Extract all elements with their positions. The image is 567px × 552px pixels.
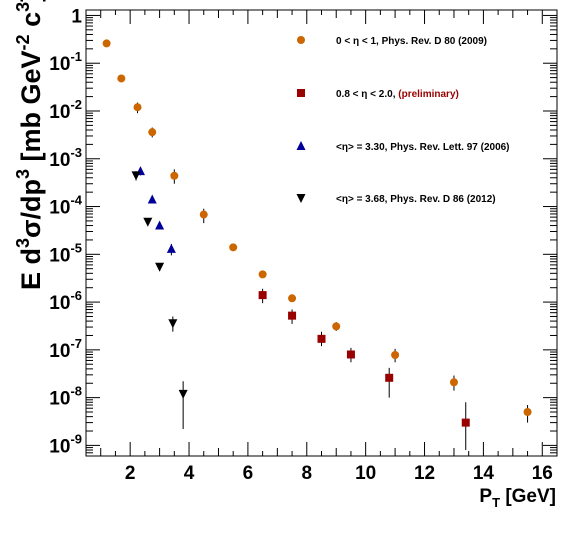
y-tick-base: 10 xyxy=(49,341,70,362)
data-point-square xyxy=(461,418,470,427)
y-tick-label: 10-1 xyxy=(49,49,82,75)
y-tick-label: 10-4 xyxy=(49,193,82,219)
y-axis-title-part5: ] xyxy=(16,0,46,2)
legend-label-main: 0 < η < 1, Phys. Rev. D 80 (2009) xyxy=(336,36,487,47)
legend: 0 < η < 1, Phys. Rev. D 80 (2009) 0.8 < η… xyxy=(296,36,510,205)
data-point-triangle-down xyxy=(168,319,178,329)
x-tick-label: 6 xyxy=(243,463,254,484)
data-point-square xyxy=(288,311,297,320)
y-tick-label: 1 xyxy=(71,6,82,27)
data-point-circle xyxy=(332,322,341,331)
y-tick-base: 10 xyxy=(49,54,70,75)
y-tick-base: 10 xyxy=(49,389,70,410)
data-point-circle xyxy=(117,74,126,83)
y-tick-base: 10 xyxy=(49,436,70,457)
legend-label-main: <η> = 3.68, Phys. Rev. D 86 (2012) xyxy=(336,194,496,205)
x-tick-label: 2 xyxy=(125,463,136,484)
data-point-circle xyxy=(102,39,111,48)
plot-frame xyxy=(85,9,558,457)
data-point-circle xyxy=(199,210,208,219)
data-point-circle xyxy=(133,103,142,112)
data-point-circle xyxy=(391,351,400,360)
legend-marker-circle xyxy=(297,36,305,44)
y-tick-exponent: -3 xyxy=(70,145,82,160)
y-tick-exponent: -4 xyxy=(70,193,82,208)
y-axis-title-sup2: 3 xyxy=(13,169,33,179)
x-axis-title-main: P xyxy=(479,486,492,507)
error-bars xyxy=(106,41,529,451)
data-point-circle xyxy=(449,378,458,387)
x-axis-title-unit: [GeV] xyxy=(505,486,556,507)
y-tick-exponent: -1 xyxy=(70,49,82,64)
data-point-circle xyxy=(258,270,267,279)
data-point-square xyxy=(385,373,394,382)
legend-marker-triangle-down xyxy=(296,194,306,203)
legend-marker-triangle-up xyxy=(296,141,306,150)
data-point-square xyxy=(317,334,326,343)
axis-ticks: 2 4 6 8 10 12 14 1610-910-810-710-610-510-410-3… xyxy=(49,6,558,484)
y-tick-label: 10-9 xyxy=(49,431,82,457)
x-tick-label: 10 xyxy=(355,463,376,484)
y-tick-label: 10-7 xyxy=(49,336,82,362)
data-point-circle xyxy=(229,243,238,252)
y-tick-base: 10 xyxy=(49,245,70,266)
y-axis-title-part1: E d xyxy=(16,248,46,290)
data-point-triangle-down xyxy=(131,171,141,181)
data-point-circle xyxy=(170,171,179,180)
legend-label: 0.8 < η < 2.0, (preliminary) xyxy=(336,89,459,100)
x-axis-title: PT [GeV] xyxy=(479,486,556,510)
y-tick-base: 10 xyxy=(49,293,70,314)
data-point-triangle-down xyxy=(178,389,188,399)
legend-marker-square xyxy=(297,89,305,97)
y-tick-base: 10 xyxy=(49,102,70,123)
y-tick-label: 10-2 xyxy=(49,97,82,123)
data-point-triangle-up xyxy=(147,194,157,204)
y-tick-label: 10-8 xyxy=(49,384,82,410)
legend-label-main: <η> = 3.30, Phys. Rev. Lett. 97 (2006) xyxy=(336,142,510,153)
y-tick-exponent: -6 xyxy=(70,288,82,303)
data-point-circle xyxy=(288,294,297,303)
data-point-triangle-up xyxy=(166,243,176,253)
data-point-circle xyxy=(523,408,532,417)
y-tick-label: 10-3 xyxy=(49,145,82,171)
x-tick-label: 8 xyxy=(301,463,312,484)
data-point-triangle-up xyxy=(155,220,165,230)
y-tick-label: 10-5 xyxy=(49,240,82,266)
y-axis-title-sup1: 3 xyxy=(13,238,33,248)
data-point-triangle-down xyxy=(143,217,153,227)
data-point-circle xyxy=(148,128,157,137)
x-tick-label: 14 xyxy=(473,463,495,484)
legend-label: 0 < η < 1, Phys. Rev. D 80 (2009) xyxy=(336,36,487,47)
data-point-triangle-down xyxy=(155,262,165,272)
y-axis-title-part4: c xyxy=(16,12,46,35)
y-axis-title: E d3σ/dp3 [mb GeV-2 c3] xyxy=(13,0,46,290)
y-axis-title-sup3: -2 xyxy=(13,34,33,50)
y-tick-exponent: -8 xyxy=(70,384,82,399)
legend-label-main: 0.8 < η < 2.0, xyxy=(336,89,398,100)
y-axis-title-part2: σ/dp xyxy=(16,179,46,238)
legend-label-note: (preliminary) xyxy=(398,89,459,100)
x-axis-title-sub: T xyxy=(492,495,500,510)
y-tick-exponent: -9 xyxy=(70,431,82,446)
y-tick-base: 1 xyxy=(71,6,82,27)
y-tick-base: 10 xyxy=(49,198,70,219)
x-tick-label: 16 xyxy=(532,463,553,484)
x-tick-label: 12 xyxy=(414,463,435,484)
data-markers xyxy=(102,39,532,427)
legend-label: <η> = 3.30, Phys. Rev. Lett. 97 (2006) xyxy=(336,142,510,153)
legend-label: <η> = 3.68, Phys. Rev. D 86 (2012) xyxy=(336,194,496,205)
y-tick-exponent: -2 xyxy=(70,97,82,112)
data-point-square xyxy=(346,350,355,359)
y-axis-title-part3: [mb GeV xyxy=(16,50,46,169)
data-point-square xyxy=(258,291,267,300)
y-tick-exponent: -7 xyxy=(70,336,82,351)
y-tick-exponent: -5 xyxy=(70,240,82,255)
y-tick-label: 10-6 xyxy=(49,288,82,314)
y-tick-base: 10 xyxy=(49,150,70,171)
y-axis-title-sup4: 3 xyxy=(13,2,33,12)
x-tick-label: 4 xyxy=(184,463,195,484)
